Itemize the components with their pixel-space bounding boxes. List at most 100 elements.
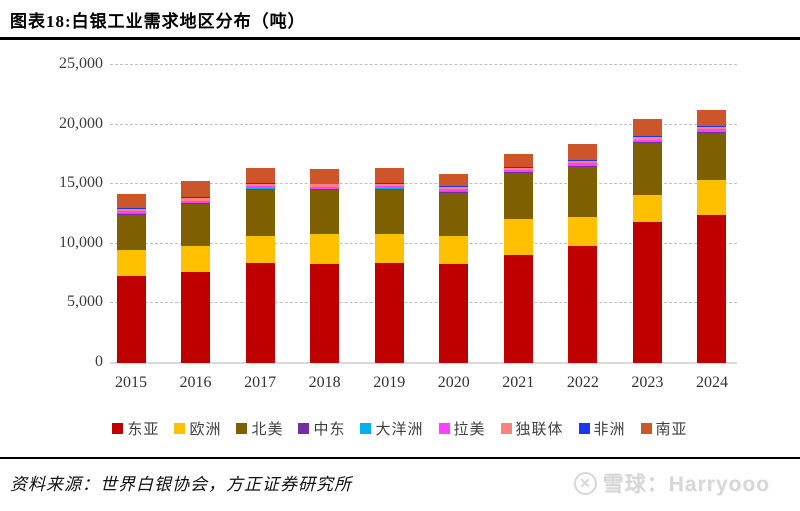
segment-东亚-2019 [374, 263, 404, 363]
segment-独联体-2016 [181, 198, 211, 201]
legend-item-南亚: 南亚 [640, 418, 688, 439]
x-tick-label-2023: 2023 [631, 374, 664, 391]
x-tick-label-2022: 2022 [566, 374, 599, 391]
segment-欧洲-2015 [116, 249, 146, 276]
bar-2021 [503, 153, 533, 363]
segment-拉美-2020 [439, 189, 469, 192]
y-tick-label: 15,000 [59, 174, 103, 192]
y-tick-label: 25,000 [59, 55, 103, 72]
segment-非洲-2016 [181, 197, 211, 199]
x-tick-label-2017: 2017 [244, 374, 277, 391]
segment-南亚-2015 [116, 193, 146, 209]
title-divider [0, 37, 800, 40]
bar-2022 [568, 144, 598, 363]
segment-欧洲-2017 [245, 236, 275, 263]
y-tick-label: 5,000 [67, 293, 103, 311]
segment-非洲-2018 [310, 183, 340, 185]
bar-2016 [181, 181, 211, 363]
segment-欧洲-2024 [697, 180, 727, 216]
stacked-bar-chart: 0 5,000 10,000 15,000 20,000 25,000 2015 2016 20… [59, 55, 737, 391]
segment-南亚-2017 [245, 167, 275, 184]
segment-北美-2020 [439, 192, 469, 237]
segment-欧洲-2019 [374, 234, 404, 264]
segment-北美-2015 [116, 214, 146, 250]
gridline-5000 [110, 302, 737, 304]
bar-2017 [245, 167, 275, 363]
legend-label: 大洋洲 [375, 422, 424, 438]
legend-swatch-icon [236, 423, 248, 434]
segment-中东-2023 [632, 142, 662, 144]
segment-南亚-2016 [181, 181, 211, 198]
x-tick-label-2020: 2020 [437, 374, 470, 391]
legend-item-独联体: 独联体 [500, 418, 564, 439]
gridline-0 [110, 362, 737, 364]
segment-北美-2021 [503, 172, 533, 219]
segment-北美-2022 [568, 166, 598, 217]
legend-swatch-icon [360, 423, 372, 434]
segment-北美-2016 [181, 203, 211, 246]
segment-北美-2018 [310, 190, 340, 235]
segment-欧洲-2020 [439, 236, 469, 265]
segment-拉美-2016 [181, 200, 211, 203]
gridline-20000 [110, 123, 737, 125]
segment-东亚-2021 [503, 255, 533, 363]
x-tick-label-2019: 2019 [373, 374, 406, 391]
gridline-15000 [110, 183, 737, 185]
segment-北美-2024 [697, 132, 727, 181]
segment-南亚-2018 [310, 168, 340, 184]
segment-中东-2022 [568, 165, 598, 167]
segment-东亚-2018 [310, 264, 340, 363]
segment-独联体-2018 [310, 184, 340, 187]
segment-拉美-2018 [310, 186, 340, 189]
segment-北美-2019 [374, 189, 404, 235]
x-tick-label-2018: 2018 [308, 374, 341, 391]
segment-独联体-2015 [116, 208, 146, 212]
x-glyph: ✕ [579, 475, 591, 491]
legend-swatch-icon [112, 423, 124, 434]
segment-非洲-2017 [245, 183, 275, 184]
segment-中东-2017 [245, 188, 275, 190]
segment-非洲-2023 [632, 135, 662, 137]
y-tick-label: 20,000 [59, 114, 103, 132]
xueqiu-logo-icon: ✕ [573, 471, 597, 495]
legend-label: 非洲 [593, 422, 626, 438]
x-tick-label-2021: 2021 [502, 374, 535, 391]
segment-欧洲-2016 [181, 245, 211, 273]
legend-item-中东: 中东 [298, 418, 345, 439]
segment-中东-2019 [374, 188, 404, 190]
bar-2020 [439, 174, 469, 363]
legend-label: 拉美 [453, 422, 486, 438]
segment-拉美-2022 [568, 163, 598, 166]
x-tick-label-2024: 2024 [695, 374, 728, 391]
legend-item-非洲: 非洲 [578, 418, 626, 439]
segment-南亚-2019 [374, 167, 404, 184]
legend-swatch-icon [578, 423, 590, 434]
legend-label: 独联体 [515, 422, 564, 438]
segment-拉美-2019 [374, 186, 404, 189]
segment-欧洲-2023 [632, 194, 662, 222]
segment-欧洲-2021 [503, 218, 533, 256]
segment-东亚-2022 [568, 246, 598, 363]
segment-拉美-2021 [503, 169, 533, 172]
footer-divider [0, 457, 800, 459]
y-tick-label: 10,000 [59, 233, 103, 251]
segment-拉美-2015 [116, 211, 146, 214]
x-tick-label-2016: 2016 [179, 374, 212, 391]
segment-拉美-2017 [245, 186, 275, 189]
source-note: 资料来源：世界白银协会，方正证券研究所 [10, 475, 352, 494]
segment-拉美-2023 [632, 139, 662, 142]
segment-东亚-2023 [632, 221, 662, 363]
segment-中东-2021 [503, 172, 533, 173]
legend-label: 中东 [313, 422, 346, 438]
segment-非洲-2020 [439, 186, 469, 187]
segment-独联体-2017 [245, 183, 275, 187]
segment-拉美-2024 [697, 129, 727, 132]
segment-独联体-2024 [697, 126, 727, 130]
segment-欧洲-2018 [310, 234, 340, 265]
y-tick-label: 0 [95, 353, 103, 370]
legend-label: 南亚 [655, 422, 688, 438]
segment-非洲-2015 [116, 208, 146, 209]
legend-item-拉美: 拉美 [438, 418, 486, 439]
segment-独联体-2022 [568, 160, 598, 164]
watermark: ✕ 雪球：Harryooo [573, 468, 770, 498]
